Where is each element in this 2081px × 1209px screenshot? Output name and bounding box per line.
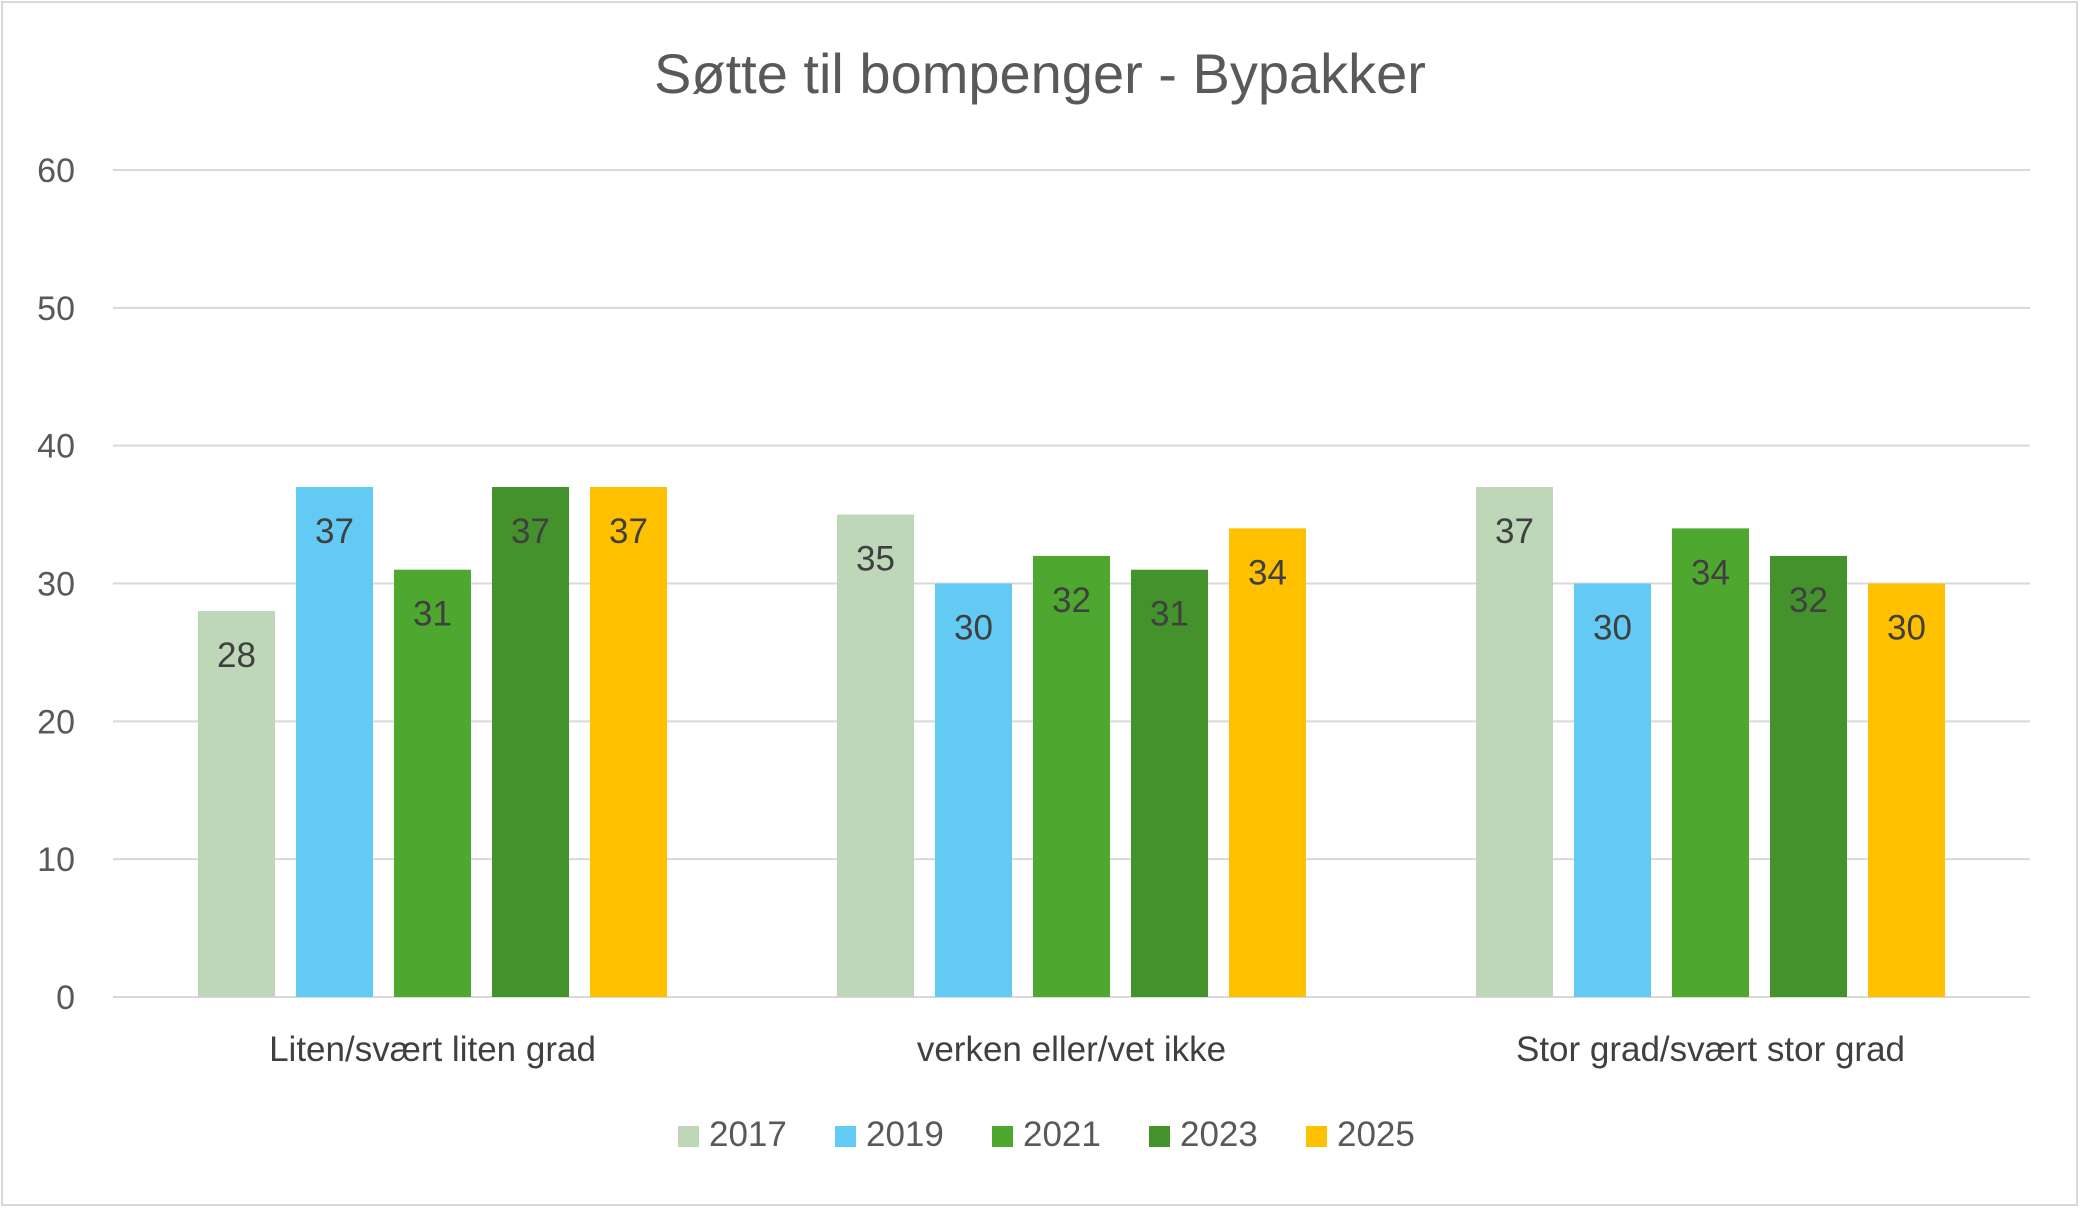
legend-swatch xyxy=(992,1126,1013,1147)
bar-2025-1 xyxy=(1229,528,1306,997)
bar-2019-0 xyxy=(296,487,373,997)
legend: 2017 2019 2021 2023 2025 xyxy=(678,1115,1415,1154)
data-label: 31 xyxy=(1150,595,1189,634)
data-label: 28 xyxy=(217,636,256,675)
data-labels: 28 37 31 37 37 35 30 32 31 34 37 30 34 32 30 xyxy=(217,512,1926,675)
category-label: Liten/svært liten grad xyxy=(269,1030,596,1069)
legend-label: 2019 xyxy=(866,1115,944,1154)
legend-label: 2023 xyxy=(1180,1115,1258,1154)
bar-2023-2 xyxy=(1770,555,1847,997)
bar-2021-1 xyxy=(1033,555,1110,997)
y-tick-label: 20 xyxy=(37,703,75,741)
legend-label: 2021 xyxy=(1023,1115,1101,1154)
data-label: 30 xyxy=(1593,609,1632,648)
y-tick-label: 40 xyxy=(37,428,75,466)
bars xyxy=(198,487,1945,997)
bar-2021-2 xyxy=(1672,528,1749,997)
legend-swatch xyxy=(1306,1126,1327,1147)
y-tick-label: 10 xyxy=(37,841,75,879)
chart-title: Søtte til bompenger - Bypakker xyxy=(654,42,1426,105)
data-label: 32 xyxy=(1789,581,1828,620)
bar-2025-0 xyxy=(590,487,667,997)
data-label: 34 xyxy=(1248,553,1287,592)
y-tick-label: 60 xyxy=(37,152,75,190)
legend-swatch xyxy=(678,1126,699,1147)
data-label: 37 xyxy=(609,512,648,551)
bar-2017-2 xyxy=(1476,487,1553,997)
legend-label: 2025 xyxy=(1337,1115,1415,1154)
bar-2019-1 xyxy=(935,583,1012,997)
legend-label: 2017 xyxy=(709,1115,787,1154)
data-label: 32 xyxy=(1052,581,1091,620)
data-label: 30 xyxy=(1887,609,1926,648)
data-label: 37 xyxy=(511,512,550,551)
bar-2021-0 xyxy=(394,569,471,997)
legend-swatch xyxy=(1149,1126,1170,1147)
y-tick-label: 30 xyxy=(37,566,75,604)
y-tick-label: 50 xyxy=(37,290,75,328)
x-axis-categories: Liten/svært liten grad verken eller/vet i… xyxy=(269,1030,1905,1069)
data-label: 34 xyxy=(1691,553,1730,592)
bar-2017-0 xyxy=(198,611,275,997)
data-label: 37 xyxy=(1495,512,1534,551)
legend-swatch xyxy=(835,1126,856,1147)
bar-2019-2 xyxy=(1574,583,1651,997)
bar-2025-2 xyxy=(1868,583,1945,997)
bar-2023-1 xyxy=(1131,569,1208,997)
y-tick-label: 0 xyxy=(56,979,75,1017)
data-label: 35 xyxy=(856,540,895,579)
data-label: 31 xyxy=(413,595,452,634)
bar-2023-0 xyxy=(492,487,569,997)
data-label: 37 xyxy=(315,512,354,551)
category-label: verken eller/vet ikke xyxy=(917,1030,1226,1069)
category-label: Stor grad/svært stor grad xyxy=(1516,1030,1905,1069)
bar-2017-1 xyxy=(837,514,914,997)
data-label: 30 xyxy=(954,609,993,648)
y-axis-ticks: 0 10 20 30 40 50 60 xyxy=(37,152,75,1017)
